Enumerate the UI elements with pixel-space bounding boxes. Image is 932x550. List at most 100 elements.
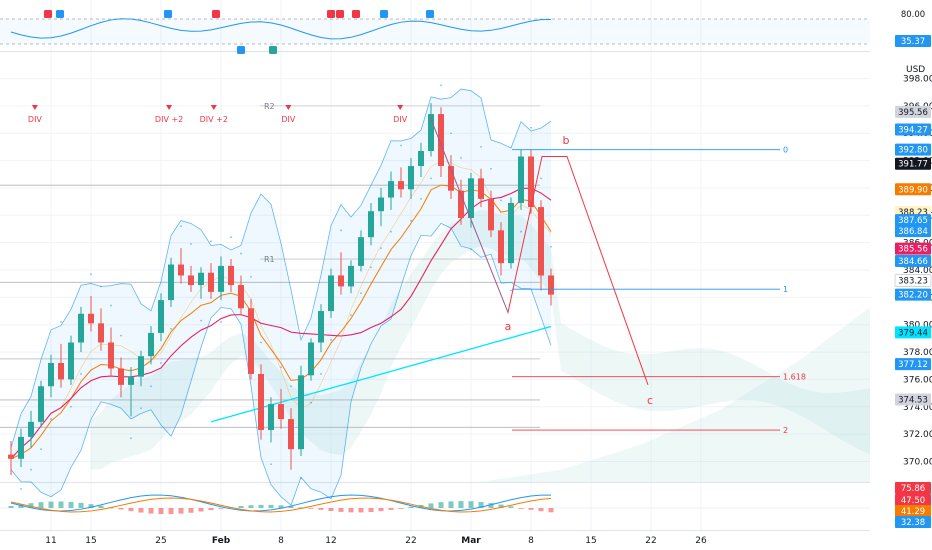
candle-body — [78, 313, 84, 343]
osc-histogram-bar — [518, 508, 524, 509]
sar-dot — [250, 275, 252, 278]
osc-histogram-bar — [458, 501, 464, 508]
sar-dot — [540, 177, 542, 180]
candle-body — [508, 202, 514, 264]
candle-body — [228, 265, 234, 286]
time-tick-label: Feb — [212, 536, 231, 546]
sar-dot — [460, 156, 462, 159]
candle-body — [548, 275, 554, 295]
sar-dot — [280, 366, 282, 369]
time-tick-label: 15 — [585, 536, 596, 546]
osc-histogram-bar — [468, 501, 474, 508]
price-tag-label: 386.84 — [898, 227, 928, 237]
sar-dot — [230, 236, 232, 239]
time-tick-label: 22 — [405, 536, 416, 546]
candle-body — [338, 275, 344, 287]
sar-dot — [480, 146, 482, 148]
time-tick-label: 22 — [645, 536, 656, 546]
osc-top-tag-label: 35.37 — [901, 37, 925, 47]
sar-dot — [60, 321, 62, 323]
candle-body — [38, 386, 44, 422]
sar-dot — [450, 132, 452, 135]
osc-histogram-bar — [498, 504, 504, 508]
sar-dot — [180, 225, 182, 228]
sar-dot — [510, 289, 512, 292]
candle-body — [28, 421, 34, 437]
price-tick-label: 380.00 — [903, 321, 932, 331]
div-label: DIV +2 — [155, 115, 183, 124]
sar-dot — [140, 407, 142, 410]
osc-histogram-bar — [528, 508, 534, 510]
candle-body — [418, 151, 424, 167]
drawing-tools[interactable]: 0 1 1.618 2 a b c — [429, 116, 806, 435]
osc-histogram-bar — [328, 508, 334, 512]
price-axis[interactable]: USD398.00396.00394.00392.00390.00388.003… — [870, 0, 932, 550]
time-axis[interactable]: 11 15 25 Feb 8 12 22 Mar 8 15 22 26 — [0, 530, 932, 550]
candle-body — [198, 272, 204, 286]
abc-label-b: b — [563, 134, 570, 147]
osc-top-tag-label: 80.00 — [901, 10, 925, 20]
osc-histogram-bar — [478, 501, 484, 508]
osc-histogram-bar — [508, 506, 514, 508]
osc-histogram-bar — [338, 508, 344, 512]
price-tag — [895, 326, 931, 339]
time-tick-label: 8 — [278, 536, 284, 546]
osc-bottom-tag-label: 32.38 — [901, 518, 925, 528]
sar-dot — [300, 476, 302, 479]
osc-histogram-bar — [548, 508, 554, 513]
osc-top-signal-flag — [380, 10, 388, 18]
sar-dot — [370, 266, 372, 269]
candle-body — [408, 166, 414, 190]
price-tag-label: 391.77 — [898, 160, 928, 170]
candle-body — [308, 342, 314, 376]
div-marker — [397, 105, 404, 110]
cyan-ma-line — [210, 325, 552, 423]
osc-histogram-bar — [428, 503, 434, 508]
osc-bottom-tag-label: 75.86 — [901, 484, 925, 494]
candle-body — [538, 207, 544, 276]
candle-body — [178, 264, 184, 276]
price-tag-label: 389.90 — [898, 185, 928, 195]
sar-dot — [20, 487, 22, 490]
osc-histogram-bar — [208, 508, 214, 511]
osc-top-signal-flag — [164, 10, 172, 18]
sar-dot — [380, 247, 382, 250]
osc-histogram-bar — [408, 506, 414, 508]
osc-histogram-bar — [448, 501, 454, 508]
candle-body — [248, 308, 254, 374]
candle-body — [258, 373, 264, 431]
bottom-oscillator-pane — [0, 494, 870, 515]
cloud-future — [480, 300, 880, 482]
bollinger-lower — [10, 222, 552, 506]
osc-histogram-bar — [18, 504, 24, 508]
osc-histogram-bar — [8, 506, 14, 508]
osc-bottom-line-a — [10, 494, 552, 512]
osc-histogram-bar — [438, 502, 444, 508]
sar-dot — [360, 292, 362, 295]
candle-body — [268, 404, 274, 431]
price-tick-label: 398.00 — [903, 75, 932, 85]
sar-dot — [260, 341, 262, 344]
abc-label-a: a — [505, 320, 512, 333]
osc-histogram-bar — [128, 508, 134, 512]
candle-body — [138, 356, 144, 377]
osc-bottom-tag — [895, 505, 931, 517]
osc-top-signal-flag — [44, 10, 52, 18]
price-tag-label: 392.80 — [898, 146, 928, 156]
candle-body — [388, 181, 394, 198]
candle-body — [208, 272, 214, 292]
osc-bottom-tag — [895, 494, 931, 506]
abc-helper-line — [429, 116, 509, 313]
sar-dot — [110, 304, 112, 307]
osc-histogram-bar — [168, 508, 174, 515]
osc-histogram-bar — [178, 508, 184, 514]
price-tag-label: 387.65 — [898, 216, 928, 226]
sar-dot — [320, 373, 322, 375]
currency-label: USD — [906, 65, 925, 75]
candle-body — [528, 156, 534, 208]
sar-dot — [70, 405, 72, 408]
time-tick-label: 8 — [528, 536, 534, 546]
div-label: DIV — [28, 115, 43, 124]
